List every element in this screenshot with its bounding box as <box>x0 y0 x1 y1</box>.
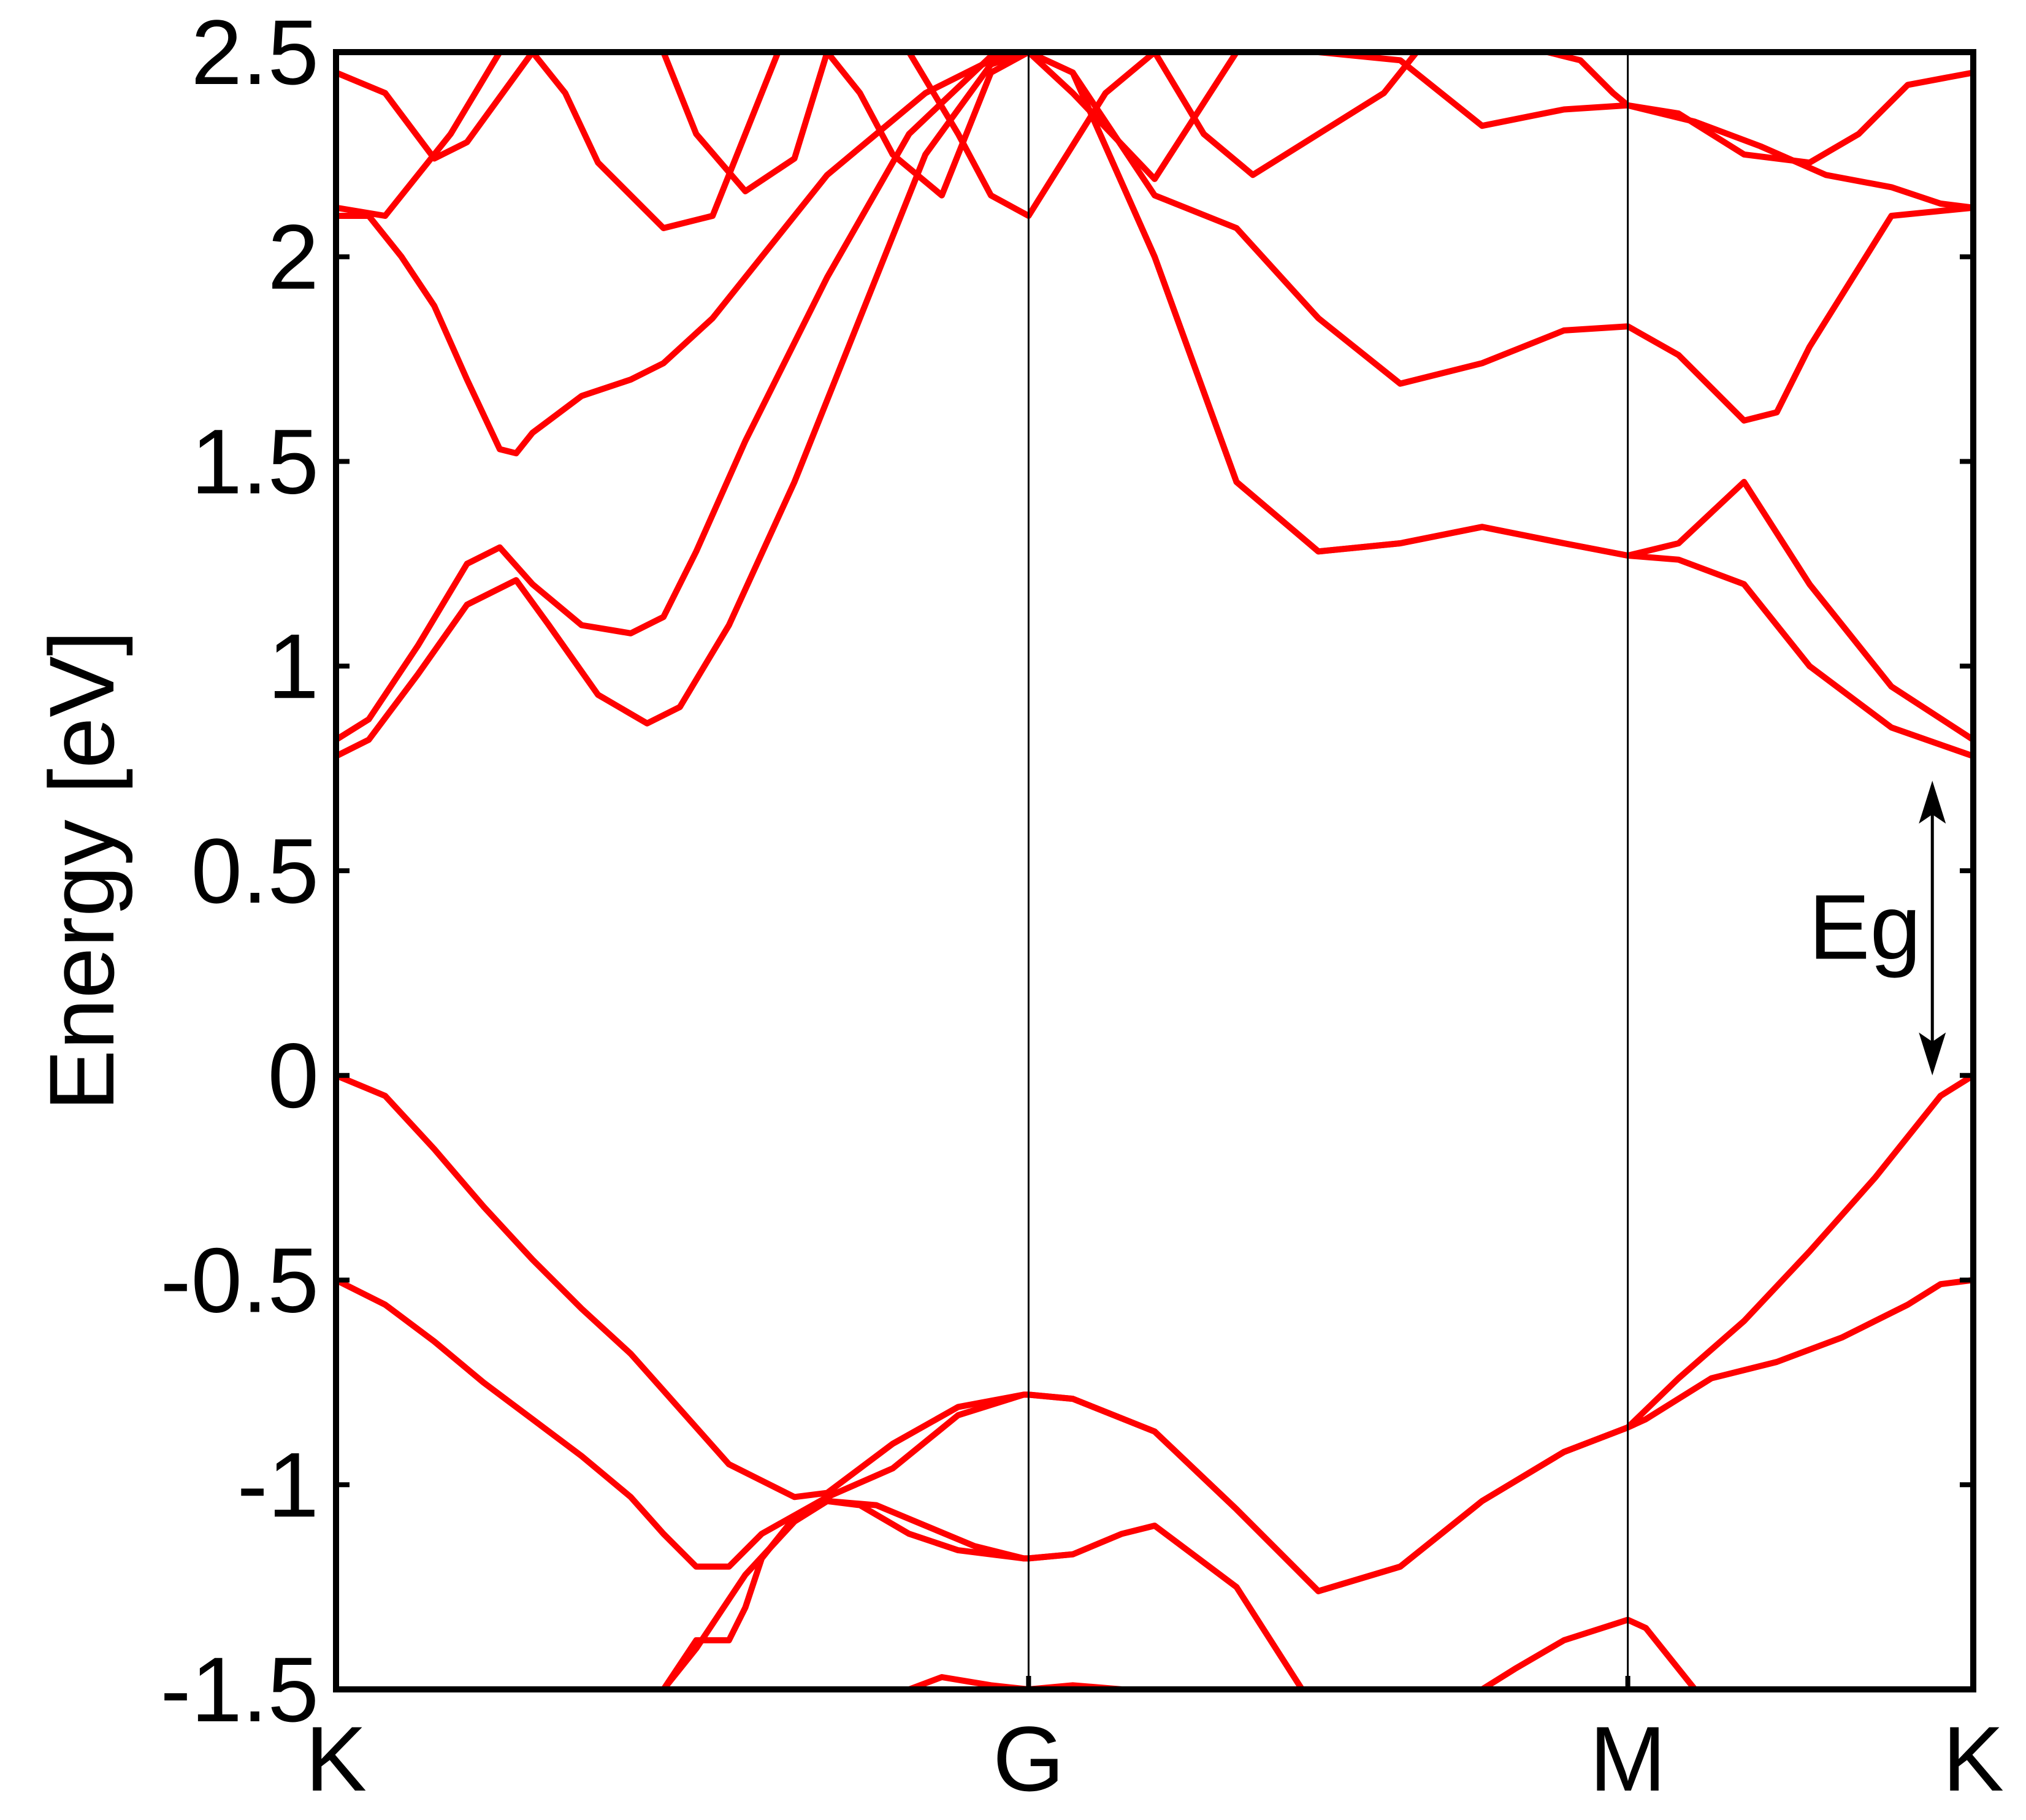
y-tick-label: 0.5 <box>191 819 319 922</box>
high-symmetry-lines <box>1027 52 1629 1689</box>
band-line-9 <box>660 1497 1076 1689</box>
y-tick-label: 0 <box>268 1024 319 1127</box>
y-tick-label: 1.5 <box>191 410 319 513</box>
y-tick-label: -1 <box>237 1433 319 1536</box>
x-tick-label-G: G <box>993 1707 1065 1810</box>
y-axis-ticks: 2.5 2 1.5 1 0.5 0 -0.5 -1 -1.5 <box>161 1 1973 1741</box>
y-axis-label: Energy [eV] <box>30 630 133 1111</box>
x-tick-label-K: K <box>305 1707 367 1810</box>
y-tick-label: 2.5 <box>191 1 319 104</box>
x-tick-label-M: M <box>1589 1707 1666 1810</box>
eg-arrow-head-down <box>1919 1032 1946 1076</box>
y-tick-label: -0.5 <box>161 1229 319 1332</box>
x-tick-label-K: K <box>1943 1707 2004 1810</box>
band-gap-annotation: Eg <box>1809 781 1946 1076</box>
band-line-5 <box>336 52 1973 457</box>
y-tick-label: 2 <box>268 205 319 308</box>
eg-arrow-head-up <box>1919 781 1946 824</box>
eg-label: Eg <box>1809 875 1921 978</box>
y-tick-label: -1.5 <box>161 1638 319 1741</box>
band-line-8 <box>660 1497 1305 1689</box>
y-tick-label: 1 <box>268 614 319 717</box>
band-line-7 <box>336 52 1973 219</box>
